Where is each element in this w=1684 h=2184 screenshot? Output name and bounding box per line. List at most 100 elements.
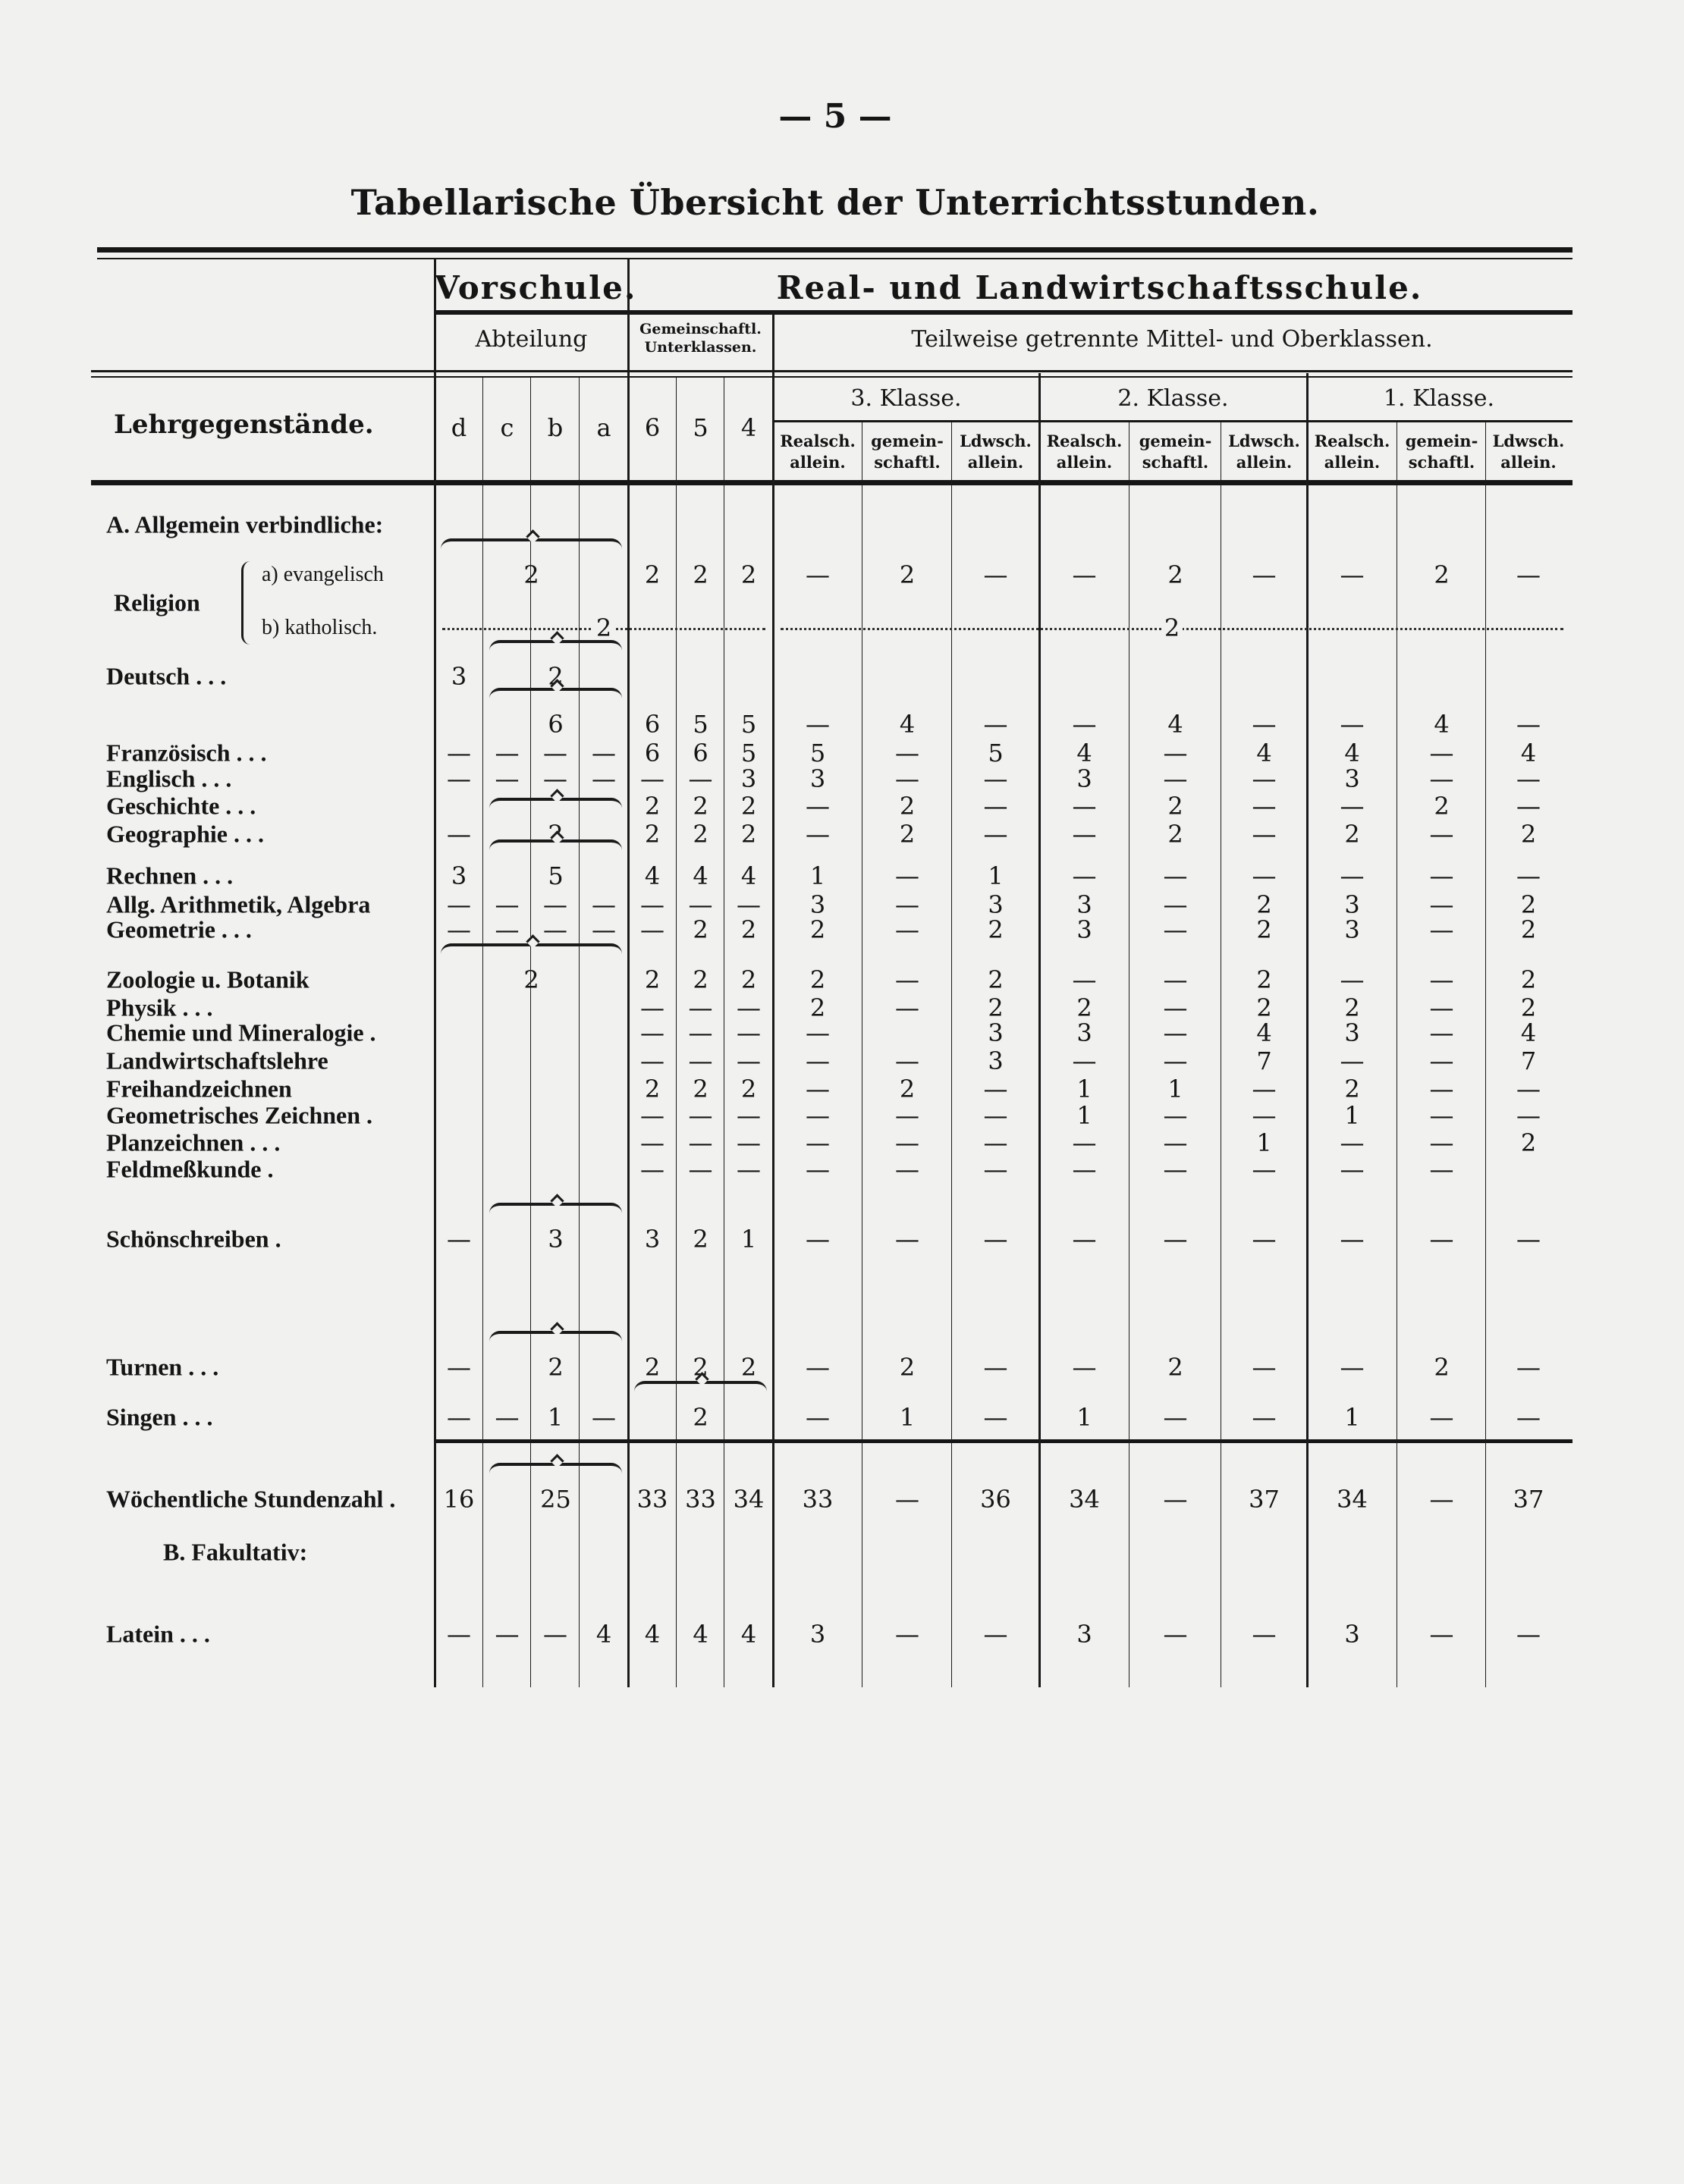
table-cell: — — [1252, 1075, 1277, 1103]
table-cell: — — [592, 890, 616, 919]
table-cell: — — [737, 890, 761, 919]
brace-icon — [489, 1463, 622, 1475]
table-cell: 2 — [1520, 820, 1537, 849]
row-label: Geometrisches Zeichnen . — [106, 1101, 373, 1129]
table-cell: 2 — [693, 965, 708, 994]
table-cell: — — [592, 764, 616, 793]
table-cell: — — [1516, 1101, 1541, 1130]
table-cell: — — [1340, 1128, 1365, 1157]
table-cell: — — [1072, 820, 1097, 849]
cell-value: 2 — [693, 1403, 708, 1432]
table-cell: — — [1163, 861, 1188, 890]
table-cell: — — [1163, 1018, 1188, 1047]
col-b: b — [547, 413, 564, 442]
cell-value: 5 — [548, 861, 564, 890]
table-cell: 2 — [644, 965, 661, 994]
row-label: Französisch — [106, 739, 429, 767]
table-cell: 2 — [1434, 792, 1450, 821]
table-cell: — — [640, 764, 664, 793]
table-cell: — — [1252, 820, 1277, 849]
table-cell: — — [543, 890, 567, 919]
table-cell: — — [1429, 1018, 1454, 1047]
table-cell: — — [1340, 710, 1365, 739]
table-cell: — — [1252, 1403, 1277, 1432]
table-cell: 2 — [899, 792, 916, 821]
table-cell: 2 — [693, 1225, 708, 1254]
subheader-line: gemein- — [1139, 431, 1212, 450]
table-cell: — — [1163, 1620, 1188, 1649]
table-cell: — — [640, 1155, 664, 1184]
table-cell: — — [737, 993, 761, 1022]
row-label: Geographie — [106, 821, 429, 849]
table-cell: — — [1163, 1225, 1188, 1254]
top-rule-thin — [97, 258, 1572, 259]
table-cell: — — [806, 1018, 830, 1047]
subheader-line: allein. — [1500, 453, 1557, 472]
column-rule — [1038, 373, 1041, 1687]
table-cell: — — [592, 739, 616, 767]
section-a-heading: A. Allgemein verbindliche: — [106, 510, 384, 538]
header-klasse-1: 1. Klasse. — [1383, 385, 1495, 412]
table-cell: — — [1072, 965, 1097, 994]
table-cell: 1 — [547, 1403, 564, 1432]
table-cell: 2 — [740, 965, 757, 994]
table-cell: — — [1252, 764, 1277, 793]
table-cell: — — [1163, 915, 1188, 944]
table-cell: — — [543, 1620, 567, 1649]
table-cell: 3 — [1076, 764, 1092, 793]
table-cell: 3 — [809, 764, 826, 793]
table-cell: 2 — [809, 915, 826, 944]
subheader-line: allein. — [1324, 453, 1381, 472]
table-cell: — — [1429, 1225, 1454, 1254]
header-unterklassen: Gemeinschaftl. Unterklassen. — [628, 320, 773, 356]
table-cell: 6 — [644, 710, 661, 739]
table-cell: — — [1429, 1128, 1454, 1157]
table-cell: — — [806, 792, 830, 821]
table-cell: — — [1516, 792, 1541, 821]
table-cell: 5 — [740, 710, 757, 739]
row-label: Geometrie — [106, 916, 429, 944]
table-cell: — — [895, 1620, 919, 1649]
table-cell: 2 — [1256, 890, 1272, 919]
brace-icon — [489, 839, 622, 852]
table-cell: 6 — [644, 739, 661, 767]
table-cell: 2 — [809, 965, 826, 994]
table-cell: 2 — [740, 1075, 757, 1103]
table-cell: — — [895, 890, 919, 919]
table-cell: — — [1252, 1101, 1277, 1130]
row-label: Chemie und Mineralogie . — [106, 1018, 376, 1046]
table-cell: — — [1163, 1046, 1188, 1075]
row-label: Landwirtschaftslehre — [106, 1046, 328, 1075]
table-cell: — — [895, 764, 919, 793]
header-unterklassen-line1: Gemeinschaftl. — [639, 321, 762, 337]
table-cell: — — [543, 915, 567, 944]
table-cell: — — [1429, 890, 1454, 919]
table-cell: — — [983, 1128, 1008, 1157]
table-cell: — — [806, 1225, 830, 1254]
table-cell: — — [1516, 1075, 1541, 1103]
table-cell: — — [1340, 792, 1365, 821]
table-cell: 2 — [693, 560, 708, 589]
table-cell: 4 — [1256, 739, 1272, 767]
table-cell: 2 — [899, 1075, 916, 1103]
subheader-line: allein. — [1236, 453, 1293, 472]
table-cell: 3 — [988, 1018, 1004, 1047]
column-rule — [579, 378, 580, 1687]
table-cell: 1 — [1076, 1075, 1092, 1103]
row-label: Latein — [106, 1621, 429, 1649]
table-cell: — — [895, 1128, 919, 1157]
subheader-klasse-3-col-2: gemein-schaftl. — [862, 431, 952, 473]
table-cell: 2 — [1520, 915, 1537, 944]
table-cell: — — [983, 1101, 1008, 1130]
table-cell: — — [806, 1046, 830, 1075]
table-cell: — — [895, 861, 919, 890]
table-cell: — — [806, 1353, 830, 1382]
table-cell: — — [1072, 1155, 1097, 1184]
table-cell: 2 — [988, 915, 1004, 944]
table-cell: — — [447, 890, 471, 919]
table-cell: — — [1252, 792, 1277, 821]
table-cell-merged: 6 — [483, 688, 628, 738]
table-cell: — — [495, 915, 520, 944]
table-cell: 1 — [1256, 1128, 1272, 1157]
table-cell: — — [1429, 1620, 1454, 1649]
